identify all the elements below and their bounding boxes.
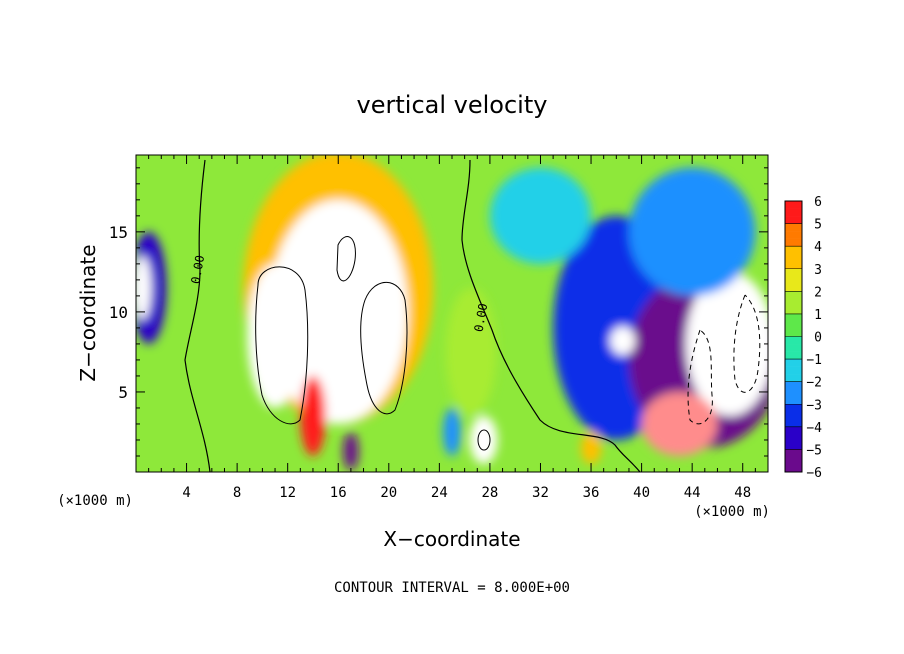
colorbar-swatch [785,201,802,209]
velocity-field: 0.00 0.00 [136,155,768,472]
field-blob [489,167,592,264]
x-tick-label: 20 [380,485,397,501]
x-tick-label: 16 [330,485,347,501]
colorbar-swatch [785,246,802,254]
colorbar-swatch [785,434,802,443]
colorbar-swatch [785,449,802,458]
colorbar-swatch [785,208,802,217]
contour-dashed-1 [687,329,713,425]
colorbar-swatch [785,313,802,322]
contour-interval-footer: CONTOUR INTERVAL = 8.000E+00 [334,580,570,596]
colorbar-swatch [785,306,802,315]
contour-loop-right [360,281,408,415]
field-blob [344,271,396,400]
colorbar-swatch [785,426,802,435]
x-tick-label: 24 [431,485,448,501]
x-tick-label: 40 [633,485,650,501]
field-blob [343,431,359,471]
colorbar: 6 5 4 3 2 1 0 −1 −2 −3 −4 −5 −6 [784,195,822,481]
colorbar-swatch [785,276,802,285]
colorbar-swatch [785,328,802,337]
colorbar-tick-label: 1 [814,308,822,323]
x-tick-label: 28 [481,485,498,501]
colorbar-tick-label: −6 [806,466,822,481]
colorbar-swatch [785,268,802,277]
colorbar-swatch [785,216,802,224]
colorbar-tick-label: 0 [814,331,822,346]
colorbar-tick-label: 3 [814,263,822,278]
zero-contour-right [461,159,641,472]
colorbar-swatch [785,404,802,413]
colorbar-tick-label: −4 [806,421,822,436]
x-unit-right: (×1000 m) [694,504,770,520]
x-tick-label: 36 [583,485,600,501]
colorbar-swatch [785,351,802,360]
field-blob [136,255,152,320]
x-tick-label: 4 [182,485,190,501]
field-blob [580,431,602,464]
field-blob [610,326,636,356]
colorbar-swatch [785,223,802,232]
colorbar-swatch [785,419,802,428]
colorbar-swatch [785,456,802,465]
colorbar-swatch [785,411,802,420]
x-tick-label: 8 [233,485,241,501]
field-blob [641,391,718,456]
colorbar-tick-label: −3 [806,398,822,413]
contour-label: 0.00 [188,254,207,285]
y-tick-label: 5 [118,383,128,402]
contour-loop-left [255,266,309,425]
field-blob [300,375,326,456]
colorbar-swatch [785,396,802,405]
colorbar-swatch [785,464,802,473]
colorbar-tick-label: 4 [814,240,822,255]
zero-contour-left [184,159,211,472]
y-axis-label: Z−coordinate [76,244,100,381]
field-blob [469,415,498,464]
colorbar-swatch [785,291,802,300]
colorbar-swatch [785,261,802,270]
x-tick-label: 44 [684,485,701,501]
contour-label: 0.00 [472,302,491,333]
colorbar-swatch [785,336,802,345]
colorbar-tick-label: −2 [806,376,822,391]
colorbar-swatch [785,298,802,307]
colorbar-swatch [785,283,802,292]
y-tick-label: 15 [109,223,128,242]
field-blob [445,287,497,416]
field-blob [247,263,303,408]
y-tick-label: 10 [109,303,128,322]
field-blob [628,167,756,296]
field-blob [685,271,768,416]
colorbar-swatch [785,253,802,262]
colorbar-swatch [785,321,802,330]
colorbar-swatch [785,238,802,247]
colorbar-swatch [785,381,802,390]
x-tick-label: 48 [734,485,751,501]
colorbar-swatch [785,344,802,352]
colorbar-swatch [785,231,802,239]
colorbar-swatch [785,366,802,375]
contour-loop-top [336,236,356,282]
colorbar-swatch [785,389,802,398]
colorbar-swatch [785,441,802,450]
contour-dashed-2 [733,294,761,393]
colorbar-tick-label: 5 [814,218,822,233]
chart-title: vertical velocity [357,91,548,119]
colorbar-tick-label: −5 [806,443,822,458]
field-blob [443,407,461,456]
contour-loop-small [477,429,491,451]
colorbar-swatch [785,374,802,382]
colorbar-swatch [785,359,802,367]
x-tick-label: 32 [532,485,549,501]
x-unit-left: (×1000 m) [57,493,133,509]
x-tick-label: 12 [279,485,296,501]
colorbar-tick-label: 2 [814,285,822,300]
field-blob [319,219,370,293]
x-axis-label: X−coordinate [383,527,520,551]
colorbar-tick-label: −1 [806,353,822,368]
colorbar-tick-label: 6 [814,195,822,210]
